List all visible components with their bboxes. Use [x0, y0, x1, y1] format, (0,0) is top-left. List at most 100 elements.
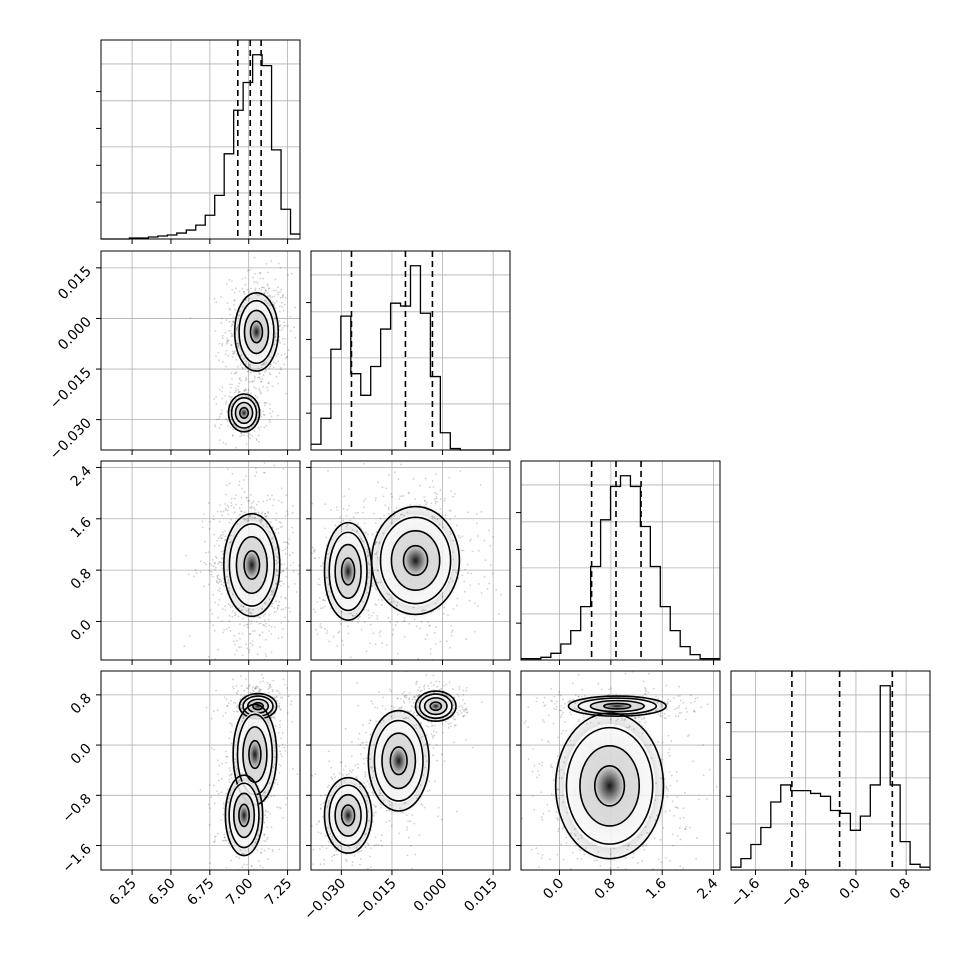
sample-point	[216, 832, 219, 835]
sample-point	[233, 640, 235, 643]
sample-point	[231, 610, 234, 613]
sample-point	[277, 382, 279, 385]
sample-point	[236, 692, 239, 695]
sample-point	[379, 873, 381, 875]
sample-point	[289, 564, 292, 566]
sample-point	[346, 508, 349, 511]
sample-point	[214, 836, 216, 838]
sample-point	[363, 762, 365, 765]
sample-point	[270, 260, 272, 262]
sample-point	[213, 398, 216, 400]
sample-point	[212, 565, 215, 568]
sample-point	[241, 654, 244, 657]
sample-point	[372, 612, 375, 614]
contour-line	[224, 774, 264, 857]
sample-point	[280, 608, 283, 611]
sample-point	[429, 652, 432, 655]
sample-point	[388, 474, 391, 477]
sample-point	[213, 748, 216, 751]
sample-point	[450, 634, 453, 637]
sample-point	[268, 287, 271, 290]
sample-point	[214, 839, 216, 841]
sample-point	[472, 746, 474, 749]
sample-point	[318, 820, 320, 822]
contour-line	[233, 292, 280, 372]
sample-point	[260, 851, 263, 854]
sample-point	[411, 814, 414, 816]
sample-point	[369, 719, 372, 722]
sample-point	[227, 513, 230, 516]
sample-point	[266, 826, 269, 829]
sample-point	[218, 439, 221, 442]
sample-point	[262, 413, 265, 416]
sample-point	[189, 317, 192, 319]
sample-point	[245, 389, 248, 392]
contour-line	[227, 393, 261, 433]
sample-point	[217, 574, 220, 576]
sample-point	[260, 416, 263, 418]
sample-point	[678, 704, 681, 707]
sample-point	[234, 372, 237, 374]
sample-point	[319, 607, 322, 610]
sample-point	[222, 802, 225, 805]
sample-point	[252, 630, 254, 633]
sample-point	[349, 656, 352, 659]
sample-point	[352, 516, 355, 519]
sample-point	[210, 717, 213, 720]
sample-point	[215, 403, 218, 405]
sample-point	[255, 439, 258, 441]
sample-point	[240, 379, 242, 382]
sample-point	[233, 352, 236, 355]
sample-point	[214, 562, 217, 564]
sample-point	[363, 499, 365, 502]
sample-point	[418, 686, 421, 689]
sample-point	[368, 722, 371, 725]
sample-point	[450, 631, 453, 633]
sample-point	[221, 334, 224, 337]
sample-point	[282, 294, 284, 296]
histogram-panel-3: −1.6 −0.8 0.0 0.8	[726, 670, 931, 911]
sample-point	[312, 863, 315, 866]
sample-point	[231, 320, 234, 323]
sample-point	[359, 894, 361, 896]
sample-point	[229, 396, 232, 399]
sample-point	[254, 272, 256, 275]
contour-line	[370, 505, 461, 616]
sample-point	[209, 520, 211, 523]
density-core	[341, 557, 355, 585]
sample-point	[218, 418, 220, 420]
sample-point	[282, 570, 285, 572]
sample-point	[275, 375, 278, 378]
sample-point	[258, 920, 260, 922]
sample-point	[295, 675, 297, 677]
sample-point	[258, 690, 260, 693]
sample-point	[432, 754, 435, 757]
sample-point	[278, 521, 281, 523]
sample-point	[215, 301, 218, 304]
sample-point	[279, 753, 282, 755]
sample-point	[227, 505, 230, 508]
sample-point	[642, 680, 645, 683]
x-tick-label: 7.00	[223, 876, 256, 909]
sample-point	[265, 840, 267, 843]
sample-point	[245, 475, 247, 478]
sample-point	[214, 556, 217, 558]
sample-point	[317, 831, 320, 834]
sample-point	[225, 698, 228, 700]
sample-point	[374, 836, 377, 839]
sample-point	[256, 653, 259, 656]
sample-point	[375, 497, 377, 500]
sample-point	[224, 839, 227, 841]
sample-point	[339, 623, 342, 625]
sample-point	[248, 649, 251, 651]
sample-point	[418, 834, 421, 837]
sample-point	[226, 337, 229, 340]
sample-point	[248, 633, 251, 636]
sample-point	[255, 621, 258, 623]
sample-point	[205, 563, 208, 566]
sample-point	[218, 578, 220, 581]
sample-point	[228, 307, 231, 310]
sample-point	[254, 687, 257, 690]
sample-point	[362, 757, 365, 760]
sample-point	[423, 684, 426, 686]
